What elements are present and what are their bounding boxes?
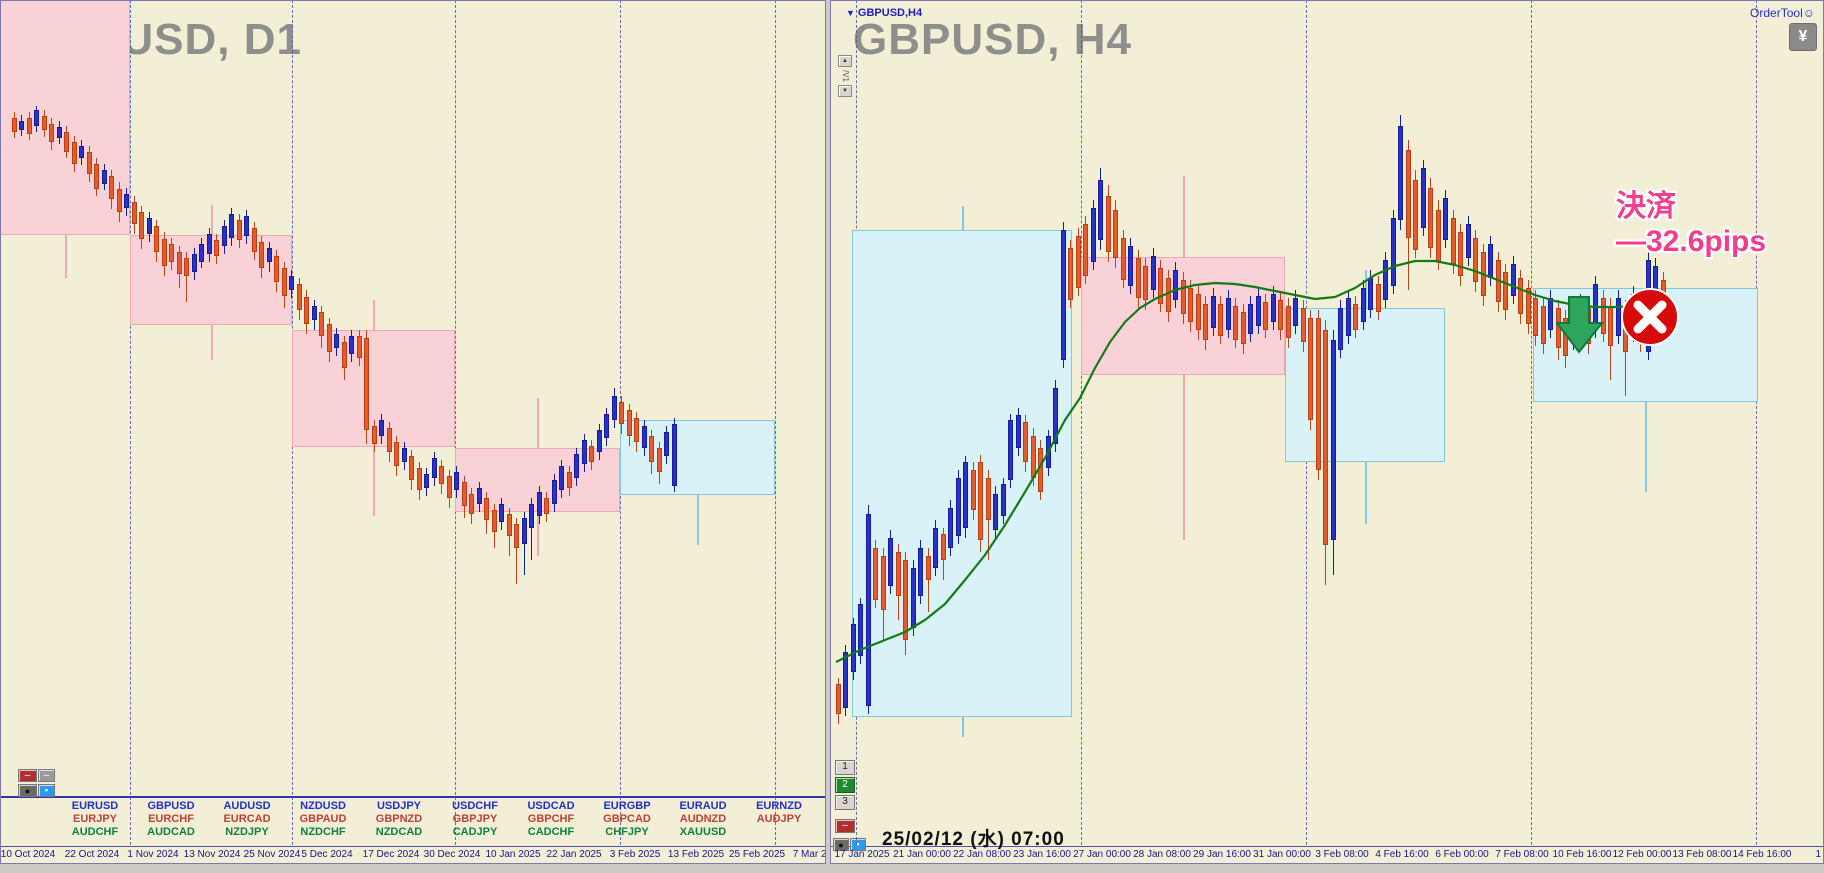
sell-arrow-icon xyxy=(1556,296,1604,354)
indicator-scroller: ▲ /V1 ▼ xyxy=(838,55,853,97)
chart-window-h4: ▼ GBPUSD,H4 GBPUSD, H4 ▲ /V1 ▼ OrderTool☺… xyxy=(830,0,1824,864)
close-trade-cross-icon xyxy=(1621,288,1679,346)
ordertool-text: OrderTool xyxy=(1750,6,1803,20)
close-panel-button[interactable]: – xyxy=(18,769,37,782)
panel-button-3[interactable]: 3 xyxy=(835,795,855,810)
exit-pips-value: —32.6pips xyxy=(1616,224,1767,258)
panel-toggle-button[interactable]: ▪ xyxy=(850,838,866,851)
indicator-scroller: ▲ /N1 ▼ xyxy=(4,59,19,101)
panel-toggle-button[interactable]: ▪ xyxy=(38,784,55,797)
scroll-up-button[interactable]: ▲ xyxy=(838,55,852,67)
chart-symbol-h4[interactable]: ▼ GBPUSD,H4 xyxy=(846,7,922,19)
scroll-down-button[interactable]: ▼ xyxy=(4,89,18,101)
yen-button[interactable]: ¥ xyxy=(1789,23,1817,51)
panel-button-2-active[interactable]: 2 xyxy=(835,777,855,793)
indicator-tag: /N1 xyxy=(7,73,16,87)
exit-label: 決済 xyxy=(1616,190,1676,223)
ordertool-label[interactable]: OrderTool☺ xyxy=(1750,6,1815,20)
chart-watermark: GBPUSD, D1 xyxy=(23,15,302,64)
axis-line xyxy=(1,846,825,847)
chart-dropdown-icon[interactable]: ▼ xyxy=(846,8,855,18)
chart-window-daily: ▼ GBPUSD,Daily GBPUSD, D1 ▲ /N1 ▼ – – ● ▪ xyxy=(0,0,826,864)
current-bar-timestamp: 25/02/12 (水) 07:00 xyxy=(882,829,1065,850)
chart-symbol-label: GBPUSD,H4 xyxy=(857,7,923,19)
minimize-panel-button[interactable]: – xyxy=(38,769,55,782)
close-panel-button[interactable]: – xyxy=(835,819,855,833)
chart-watermark: GBPUSD, H4 xyxy=(853,15,1132,64)
trade-exit-annotation: 決済 —32.6pips xyxy=(1616,190,1766,259)
axis-line xyxy=(831,846,1823,847)
indicator-tag: /V1 xyxy=(841,69,850,82)
scroll-up-button[interactable]: ▲ xyxy=(4,59,18,71)
scroll-down-button[interactable]: ▼ xyxy=(838,85,852,97)
pairs-table-divider xyxy=(1,796,825,798)
bomb-icon[interactable]: ● xyxy=(833,838,849,851)
smiley-icon: ☺ xyxy=(1802,6,1815,20)
panel-button-1[interactable]: 1 xyxy=(835,760,855,775)
bomb-icon[interactable]: ● xyxy=(18,784,37,797)
